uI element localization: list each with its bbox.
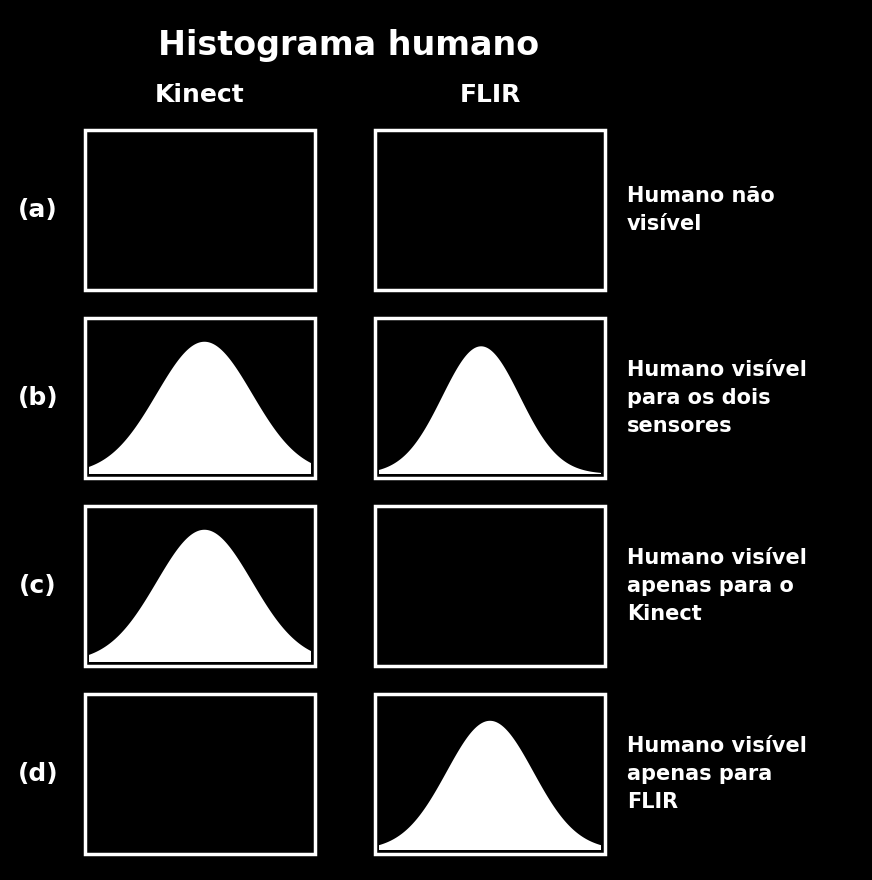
Bar [85, 130, 315, 290]
Polygon shape [379, 347, 601, 474]
Text: (b): (b) [17, 386, 58, 410]
Bar [85, 694, 315, 854]
Text: Humano não
visível: Humano não visível [627, 186, 774, 234]
Text: Humano visível
apenas para
FLIR: Humano visível apenas para FLIR [627, 736, 807, 812]
Text: Histograma humano: Histograma humano [158, 28, 540, 62]
Bar [85, 506, 315, 666]
Bar [375, 318, 605, 478]
Text: Kinect: Kinect [155, 83, 245, 107]
Text: Humano visível
apenas para o
Kinect: Humano visível apenas para o Kinect [627, 548, 807, 624]
Polygon shape [89, 530, 311, 662]
Bar [375, 130, 605, 290]
Text: (c): (c) [19, 574, 57, 598]
Text: (d): (d) [17, 762, 58, 786]
Bar [375, 694, 605, 854]
Text: (a): (a) [18, 198, 58, 222]
Text: Humano visível
para os dois
sensores: Humano visível para os dois sensores [627, 360, 807, 436]
Text: FLIR: FLIR [460, 83, 521, 107]
Bar [85, 318, 315, 478]
Polygon shape [89, 341, 311, 474]
Bar [375, 506, 605, 666]
Polygon shape [379, 721, 601, 850]
